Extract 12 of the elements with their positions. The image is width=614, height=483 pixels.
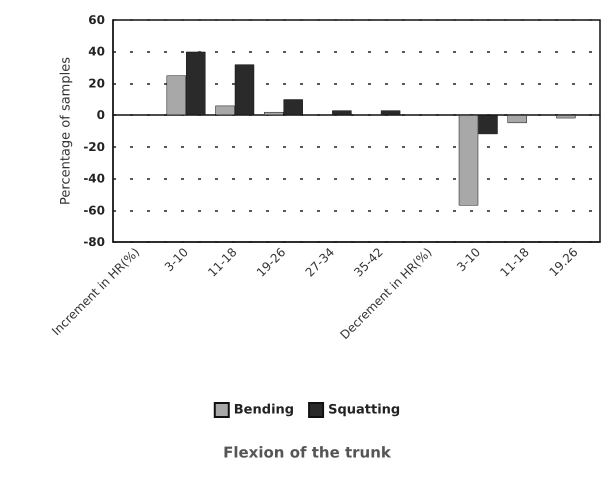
legend-label: Squatting [328,402,400,418]
y-tick-label: 20 [88,76,105,90]
y-tick-label: 60 [88,13,105,27]
y-tick-label: -40 [83,172,105,186]
y-tick-label: -60 [83,203,105,218]
legend-label: Bending [234,402,294,418]
y-tick-label: -80 [83,235,105,249]
text: Flexion of the trunk [223,444,392,462]
y-tick-label: -20 [83,140,105,154]
y-tick-label: 40 [88,44,105,59]
y-axis-title: Percentage of samples [58,56,74,205]
y-tick-label: 0 [96,108,105,122]
